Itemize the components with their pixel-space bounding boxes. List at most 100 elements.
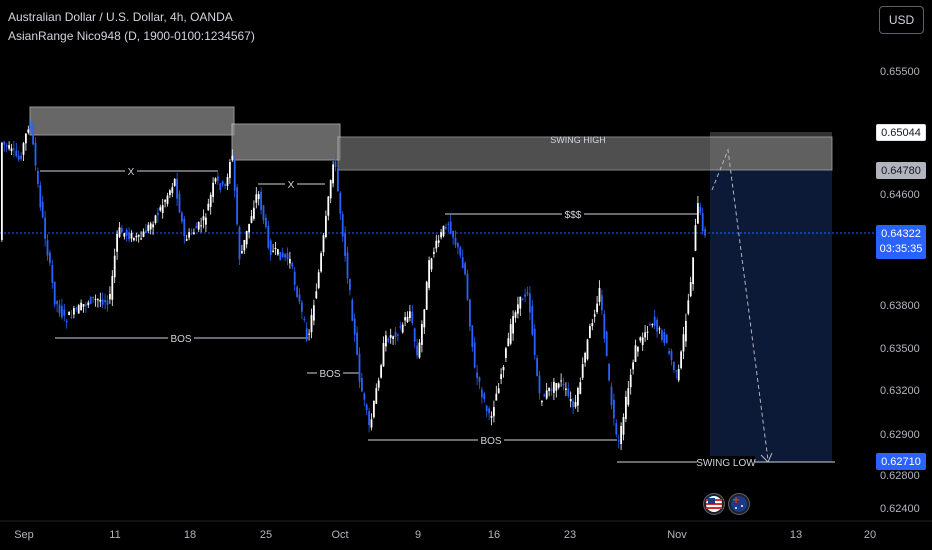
candle-body	[363, 393, 366, 400]
candle-body	[615, 423, 618, 435]
candle-body	[339, 192, 342, 214]
us-flag-icon[interactable]	[703, 493, 725, 515]
candle-body	[620, 426, 622, 444]
candle-body	[490, 415, 493, 418]
candle-body	[665, 334, 668, 344]
candle-body	[58, 304, 61, 314]
candle-body	[569, 398, 572, 402]
candle-body	[553, 381, 555, 393]
candle-body	[298, 294, 301, 302]
candle-body	[82, 304, 85, 307]
candle-body	[327, 196, 330, 216]
candle-body	[598, 288, 601, 302]
candle-body	[629, 374, 632, 388]
candle-body	[538, 375, 541, 394]
candle-body	[73, 308, 75, 315]
bos-label-1: BOS	[170, 334, 191, 345]
candle-body	[255, 194, 258, 203]
candle-body	[478, 377, 481, 382]
candle-body	[253, 207, 255, 219]
candle-body	[601, 295, 603, 311]
supply-zone-2[interactable]	[231, 123, 341, 161]
candle-body	[560, 380, 562, 382]
candle-body	[593, 314, 596, 317]
candle-body	[29, 126, 32, 128]
candle-body	[543, 394, 546, 397]
candle-body	[392, 336, 394, 339]
candle-body	[65, 320, 68, 323]
candle-body	[687, 300, 690, 314]
candle-body	[185, 239, 188, 241]
candle-body	[452, 230, 454, 238]
candle-body	[332, 164, 334, 184]
supply-zone-1[interactable]	[29, 106, 235, 136]
candle-body	[454, 237, 457, 246]
candle-body	[61, 305, 63, 318]
projection-path[interactable]	[711, 148, 769, 461]
candle-body	[178, 193, 181, 213]
candle-body	[212, 182, 214, 197]
candle-body	[476, 372, 478, 378]
symbol-title[interactable]: Australian Dollar / U.S. Dollar, 4h, OAN…	[8, 10, 233, 24]
x-label-2: X	[288, 180, 295, 191]
candle-body	[260, 191, 262, 210]
candle-body	[8, 145, 10, 149]
candle-body	[341, 214, 344, 237]
short-position-target-zone[interactable]	[710, 170, 832, 462]
candle-body	[145, 230, 147, 233]
candle-body	[243, 239, 246, 251]
candle-body	[257, 194, 260, 200]
candle-body	[353, 318, 356, 335]
candle-body	[99, 299, 102, 302]
candle-body	[437, 240, 440, 243]
candle-body	[109, 294, 111, 300]
candles-group	[1, 120, 706, 451]
candle-body	[488, 408, 490, 414]
candle-body	[697, 203, 699, 224]
candle-body	[589, 326, 591, 338]
candle-body	[296, 286, 298, 297]
currency-button[interactable]: USD	[879, 6, 924, 34]
price-tag-upper: 0.65044	[876, 124, 926, 141]
candle-body	[219, 183, 222, 191]
swing-high-zone[interactable]	[337, 136, 833, 171]
australia-flag-icon[interactable]	[728, 493, 750, 515]
swing-high-label: SWING HIGH	[550, 135, 606, 145]
candle-body	[202, 216, 205, 221]
candle-body	[118, 227, 121, 237]
time-tick: Sep	[14, 529, 34, 541]
candle-body	[291, 262, 294, 267]
candle-body	[77, 305, 80, 314]
candle-body	[322, 235, 325, 253]
candle-body	[181, 212, 183, 222]
candle-body	[610, 386, 613, 406]
candle-body	[142, 231, 145, 237]
candle-body	[550, 388, 553, 392]
candle-body	[152, 224, 154, 228]
candle-body	[5, 145, 8, 147]
candle-body	[221, 181, 224, 185]
time-tick: 9	[415, 529, 421, 541]
candle-body	[500, 374, 502, 380]
time-tick: 11	[109, 529, 120, 541]
candle-body	[164, 200, 166, 202]
indicator-title[interactable]: AsianRange Nico948 (D, 1900-0100:1234567…	[8, 29, 255, 43]
candle-body	[637, 346, 639, 352]
candle-body	[130, 233, 133, 239]
candle-body	[94, 298, 97, 300]
candle-body	[673, 361, 675, 370]
candle-body	[495, 393, 498, 401]
candle-body	[365, 404, 368, 411]
candle-body	[591, 323, 594, 327]
candle-body	[459, 247, 462, 256]
candle-body	[401, 324, 404, 333]
candle-body	[10, 148, 13, 152]
candle-body	[680, 351, 682, 369]
candle-body	[701, 213, 704, 232]
candle-body	[457, 243, 459, 248]
candle-body	[13, 148, 15, 150]
candle-body	[541, 400, 543, 403]
candle-body	[315, 291, 318, 299]
